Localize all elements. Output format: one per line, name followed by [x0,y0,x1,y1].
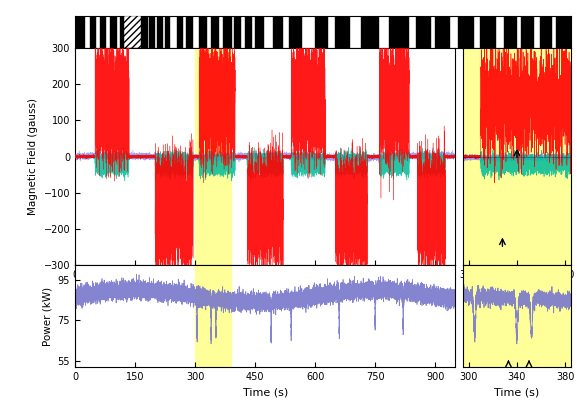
Bar [458,16,473,48]
Bar [288,16,301,48]
Bar [141,16,147,48]
Bar [110,16,115,48]
Bar [223,16,231,48]
Bar [195,266,231,367]
Y-axis label: Power (kW): Power (kW) [42,287,52,346]
Bar [245,16,251,48]
Bar [89,16,95,48]
Bar [199,16,206,48]
Bar [75,16,84,48]
Bar [120,16,124,48]
Bar [480,16,496,48]
Bar [388,16,407,48]
Y-axis label: Magnetic Field (gauss): Magnetic Field (gauss) [28,98,38,215]
Bar [540,16,550,48]
Bar [314,16,327,48]
Bar [124,16,141,48]
Bar [255,16,263,48]
X-axis label: Time (s): Time (s) [494,388,539,398]
Bar [195,48,231,266]
Bar [186,16,192,48]
Bar [335,16,349,48]
X-axis label: Time (s): Time (s) [242,286,288,296]
Bar [100,16,105,48]
Bar [435,16,449,48]
Bar [521,16,533,48]
Bar [211,16,218,48]
Bar [273,16,282,48]
X-axis label: Time (s): Time (s) [242,388,288,398]
Bar [177,16,182,48]
Bar [157,16,162,48]
Bar [164,16,169,48]
Bar [149,16,154,48]
Bar [234,16,241,48]
Bar [556,16,571,48]
Bar [416,16,430,48]
Bar [361,16,379,48]
Bar [504,16,516,48]
